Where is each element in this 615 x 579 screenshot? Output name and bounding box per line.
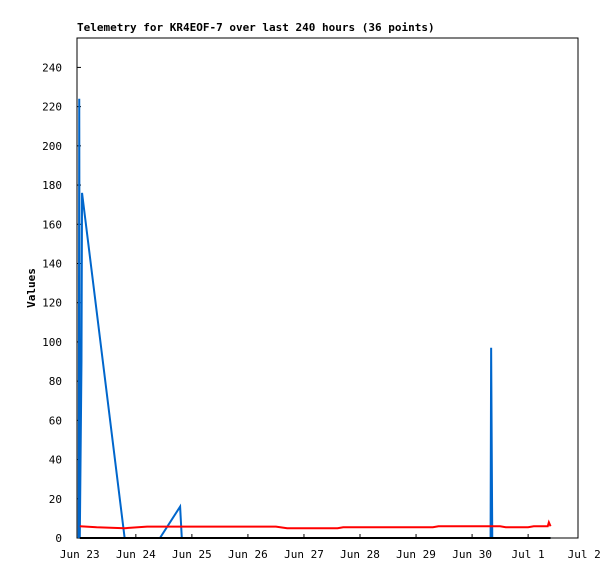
y-tick-label: 100 <box>42 336 62 349</box>
series-line <box>79 519 552 530</box>
y-tick-label: 160 <box>42 218 62 231</box>
y-axis-label: Values <box>25 268 38 308</box>
y-tick-label: 220 <box>42 101 62 114</box>
y-tick-label: 40 <box>49 454 62 467</box>
y-tick-label: 20 <box>49 493 62 506</box>
y-tick-label: 240 <box>42 61 62 74</box>
x-tick-label: Jun 26 <box>228 548 268 561</box>
y-tick-label: 180 <box>42 179 62 192</box>
x-tick-label: Jun 30 <box>452 548 492 561</box>
x-tick-label: Jun 28 <box>340 548 380 561</box>
x-tick-label: Jul 2 <box>568 548 601 561</box>
y-tick-label: 140 <box>42 257 62 270</box>
y-tick-label: 120 <box>42 297 62 310</box>
x-tick-label: Jun 27 <box>284 548 324 561</box>
x-tick-label: Jul 1 <box>512 548 545 561</box>
y-tick-label: 200 <box>42 140 62 153</box>
chart-title: Telemetry for KR4EOF-7 over last 240 hou… <box>77 21 435 34</box>
x-tick-label: Jun 29 <box>396 548 436 561</box>
y-tick-label: 80 <box>49 375 62 388</box>
series-line <box>77 98 551 539</box>
x-tick-label: Jun 24 <box>116 548 156 561</box>
y-tick-label: 0 <box>55 532 62 545</box>
plot-frame <box>76 37 579 539</box>
x-tick-label: Jun 25 <box>172 548 212 561</box>
y-tick-label: 60 <box>49 414 62 427</box>
x-tick-label: Jun 23 <box>60 548 100 561</box>
